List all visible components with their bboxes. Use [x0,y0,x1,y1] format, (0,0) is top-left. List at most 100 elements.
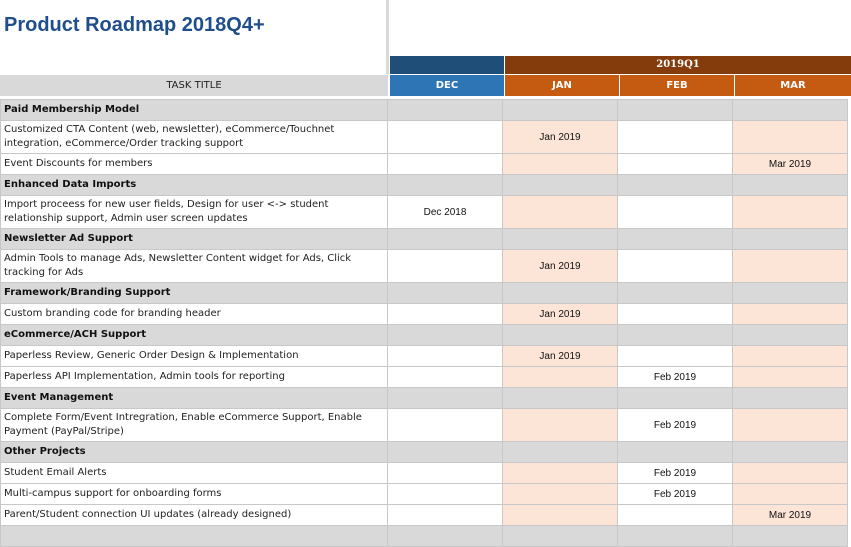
category-cell-dec [387,441,503,463]
category-label: Newsletter Ad Support [0,228,388,250]
month-cell-mar [732,462,848,484]
category-row: Enhanced Data Imports [0,174,848,196]
category-cell-mar [732,387,848,409]
month-cell-jan [502,462,618,484]
month-cell-dec [387,249,503,283]
category-cell-dec [387,228,503,250]
month-cell-feb [617,303,733,325]
category-cell-mar [732,228,848,250]
category-label: Other Projects [0,441,388,463]
month-cell-dec [387,345,503,367]
table-row: Parent/Student connection UI updates (al… [0,504,848,526]
table-row: Paperless API Implementation, Admin tool… [0,366,848,388]
category-cell-dec [387,387,503,409]
task-title: Student Email Alerts [0,462,388,484]
month-cell-dec [387,153,503,175]
category-label [0,525,388,547]
month-cell-feb: Feb 2019 [617,408,733,442]
table-row: Complete Form/Event Intregration, Enable… [0,408,848,442]
month-cell-dec [387,483,503,505]
task-title: Import proceess for new user fields, Des… [0,195,388,229]
category-cell-feb [617,282,733,304]
table-row: Custom branding code for branding header… [0,303,848,325]
task-title-header: TASK TITLE [0,75,389,96]
month-cell-mar [732,366,848,388]
month-cell-mar: Mar 2019 [732,504,848,526]
month-cell-jan: Jan 2019 [502,120,618,154]
category-cell-feb [617,441,733,463]
quarter-header-bar: 2019Q1 [390,56,851,74]
category-row: eCommerce/ACH Support [0,324,848,346]
category-cell-mar [732,282,848,304]
month-cell-feb [617,153,733,175]
month-cell-dec: Dec 2018 [387,195,503,229]
task-title: Paperless API Implementation, Admin tool… [0,366,388,388]
table-row: Import proceess for new user fields, Des… [0,195,848,229]
category-row: Event Management [0,387,848,409]
category-cell-dec [387,324,503,346]
table-row: Multi-campus support for onboarding form… [0,483,848,505]
month-cell-mar [732,195,848,229]
month-cell-feb [617,195,733,229]
category-cell-dec [387,174,503,196]
category-cell-mar [732,324,848,346]
month-header-dec: DEC [390,75,505,96]
month-cell-mar [732,345,848,367]
month-header-mar: MAR [735,75,851,96]
column-divider [386,0,389,74]
category-cell-jan [502,228,618,250]
category-row: Framework/Branding Support [0,282,848,304]
table-row: Student Email Alerts Feb 2019 [0,462,848,484]
month-cell-jan [502,153,618,175]
month-cell-jan [502,195,618,229]
category-row: Other Projects [0,441,848,463]
month-cell-jan [502,366,618,388]
month-cell-feb: Feb 2019 [617,366,733,388]
month-cell-feb [617,249,733,283]
month-cell-feb [617,120,733,154]
dec-header-top [390,56,504,74]
category-cell-feb [617,525,733,547]
table-row: Paperless Review, Generic Order Design &… [0,345,848,367]
category-cell-jan [502,324,618,346]
month-cell-jan [502,483,618,505]
category-cell-jan [502,99,618,121]
month-header-feb: FEB [620,75,735,96]
table-row: Event Discounts for members Mar 2019 [0,153,848,175]
month-cell-feb: Feb 2019 [617,462,733,484]
category-row: Newsletter Ad Support [0,228,848,250]
month-cell-mar [732,249,848,283]
category-cell-jan [502,282,618,304]
category-cell-jan [502,174,618,196]
table-row: Customized CTA Content (web, newsletter)… [0,120,848,154]
category-cell-mar [732,525,848,547]
category-cell-dec [387,282,503,304]
month-cell-dec [387,303,503,325]
month-cell-dec [387,366,503,388]
month-cell-jan: Jan 2019 [502,249,618,283]
category-label: Paid Membership Model [0,99,388,121]
month-cell-feb [617,345,733,367]
task-title: Paperless Review, Generic Order Design &… [0,345,388,367]
category-cell-dec [387,525,503,547]
month-cell-mar [732,120,848,154]
month-cell-dec [387,504,503,526]
month-cell-feb [617,504,733,526]
category-cell-mar [732,99,848,121]
month-cell-dec [387,408,503,442]
category-label: Framework/Branding Support [0,282,388,304]
category-cell-jan [502,441,618,463]
category-cell-mar [732,441,848,463]
category-cell-feb [617,174,733,196]
month-cell-feb: Feb 2019 [617,483,733,505]
category-cell-feb [617,387,733,409]
category-cell-feb [617,324,733,346]
month-cell-jan: Jan 2019 [502,345,618,367]
task-title: Event Discounts for members [0,153,388,175]
task-title: Complete Form/Event Intregration, Enable… [0,408,388,442]
task-title: Customized CTA Content (web, newsletter)… [0,120,388,154]
month-cell-mar: Mar 2019 [732,153,848,175]
month-cell-dec [387,120,503,154]
task-title: Custom branding code for branding header [0,303,388,325]
category-label: Event Management [0,387,388,409]
